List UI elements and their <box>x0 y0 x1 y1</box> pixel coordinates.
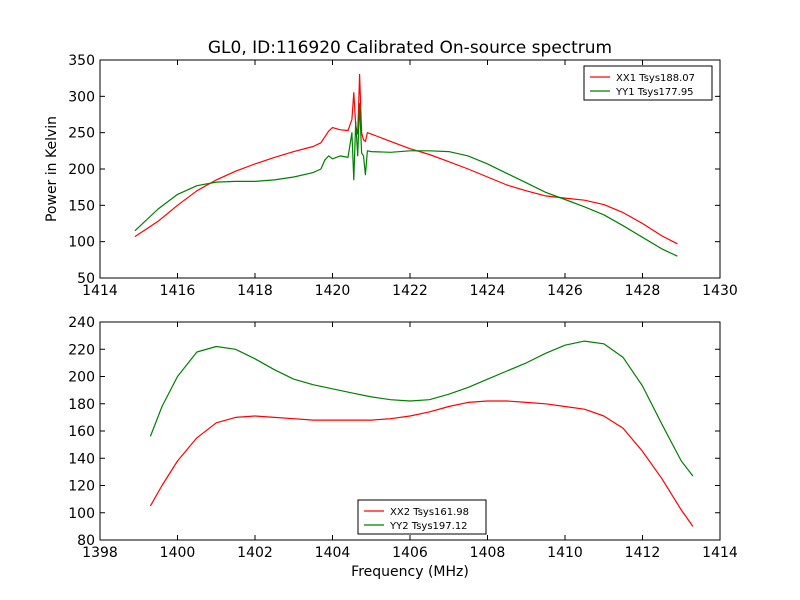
y-tick-label: 350 <box>68 53 95 69</box>
y-axis-label: Power in Kelvin <box>44 116 60 222</box>
subplot-2: 1398 1400 1402 1404 1406 1408 1410 1412 1414 80 10… <box>68 315 738 580</box>
x-tick-label: 1410 <box>547 545 583 561</box>
x-tick-label: 1422 <box>392 283 428 299</box>
x-tick-label: 1420 <box>315 283 351 299</box>
y-tick-label: 240 <box>68 315 95 331</box>
legend: XX2 Tsys161.98 YY2 Tsys197.12 <box>357 499 487 535</box>
y-tick-label: 120 <box>68 479 95 495</box>
x-tick-label: 1398 <box>82 545 118 561</box>
x-tick-label: 1416 <box>160 283 196 299</box>
y-tick-label: 100 <box>68 506 95 522</box>
y-tick-label: 50 <box>77 271 95 287</box>
y-tick-label: 180 <box>68 397 95 413</box>
legend-box <box>357 499 487 535</box>
legend-label: XX1 Tsys188.07 <box>616 73 695 84</box>
x-tick-label: 1400 <box>160 545 196 561</box>
x-tick-label: 1430 <box>702 283 738 299</box>
series-line-2-2 <box>149 340 694 477</box>
x-tick-label: 1406 <box>392 545 428 561</box>
legend-label: YY2 Tsys197.12 <box>389 521 468 532</box>
y-tick-label: 200 <box>68 162 95 178</box>
x-tick-label: 1408 <box>470 545 506 561</box>
legend-label: XX2 Tsys161.98 <box>390 507 469 518</box>
y-tick-label: 220 <box>68 342 95 358</box>
y-tick-label: 250 <box>68 126 95 142</box>
chart-title: GL0, ID:116920 Calibrated On-source spec… <box>208 38 612 58</box>
y-tick-label: 300 <box>68 89 95 105</box>
series-line-1-1 <box>134 73 678 245</box>
y-tick-label: 150 <box>68 198 95 214</box>
x-tick-label: 1404 <box>315 545 351 561</box>
x-tick-label: 1426 <box>547 283 583 299</box>
x-tick-label: 1418 <box>237 283 273 299</box>
series-line-1-2 <box>134 103 678 257</box>
legend: XX1 Tsys188.07 YY1 Tsys177.95 <box>583 65 713 101</box>
x-tick-label: 1428 <box>625 283 661 299</box>
subplot-1: 1414 1416 1418 1420 1422 1424 1426 1428 1430 50 10… <box>44 53 738 299</box>
x-tick-label: 1402 <box>237 545 273 561</box>
x-tick-label: 1414 <box>82 283 118 299</box>
x-axis-label: Frequency (MHz) <box>351 564 469 580</box>
y-tick-label: 100 <box>68 235 95 251</box>
x-tick-label: 1412 <box>625 545 661 561</box>
legend-label: YY1 Tsys177.95 <box>615 87 694 98</box>
x-tick-label: 1424 <box>470 283 506 299</box>
legend-box <box>583 65 713 101</box>
y-tick-label: 160 <box>68 424 95 440</box>
y-tick-label: 140 <box>68 451 95 467</box>
y-tick-label: 80 <box>77 533 95 549</box>
x-tick-label: 1414 <box>702 545 738 561</box>
series-line-2-1 <box>149 400 694 527</box>
y-tick-label: 200 <box>68 370 95 386</box>
